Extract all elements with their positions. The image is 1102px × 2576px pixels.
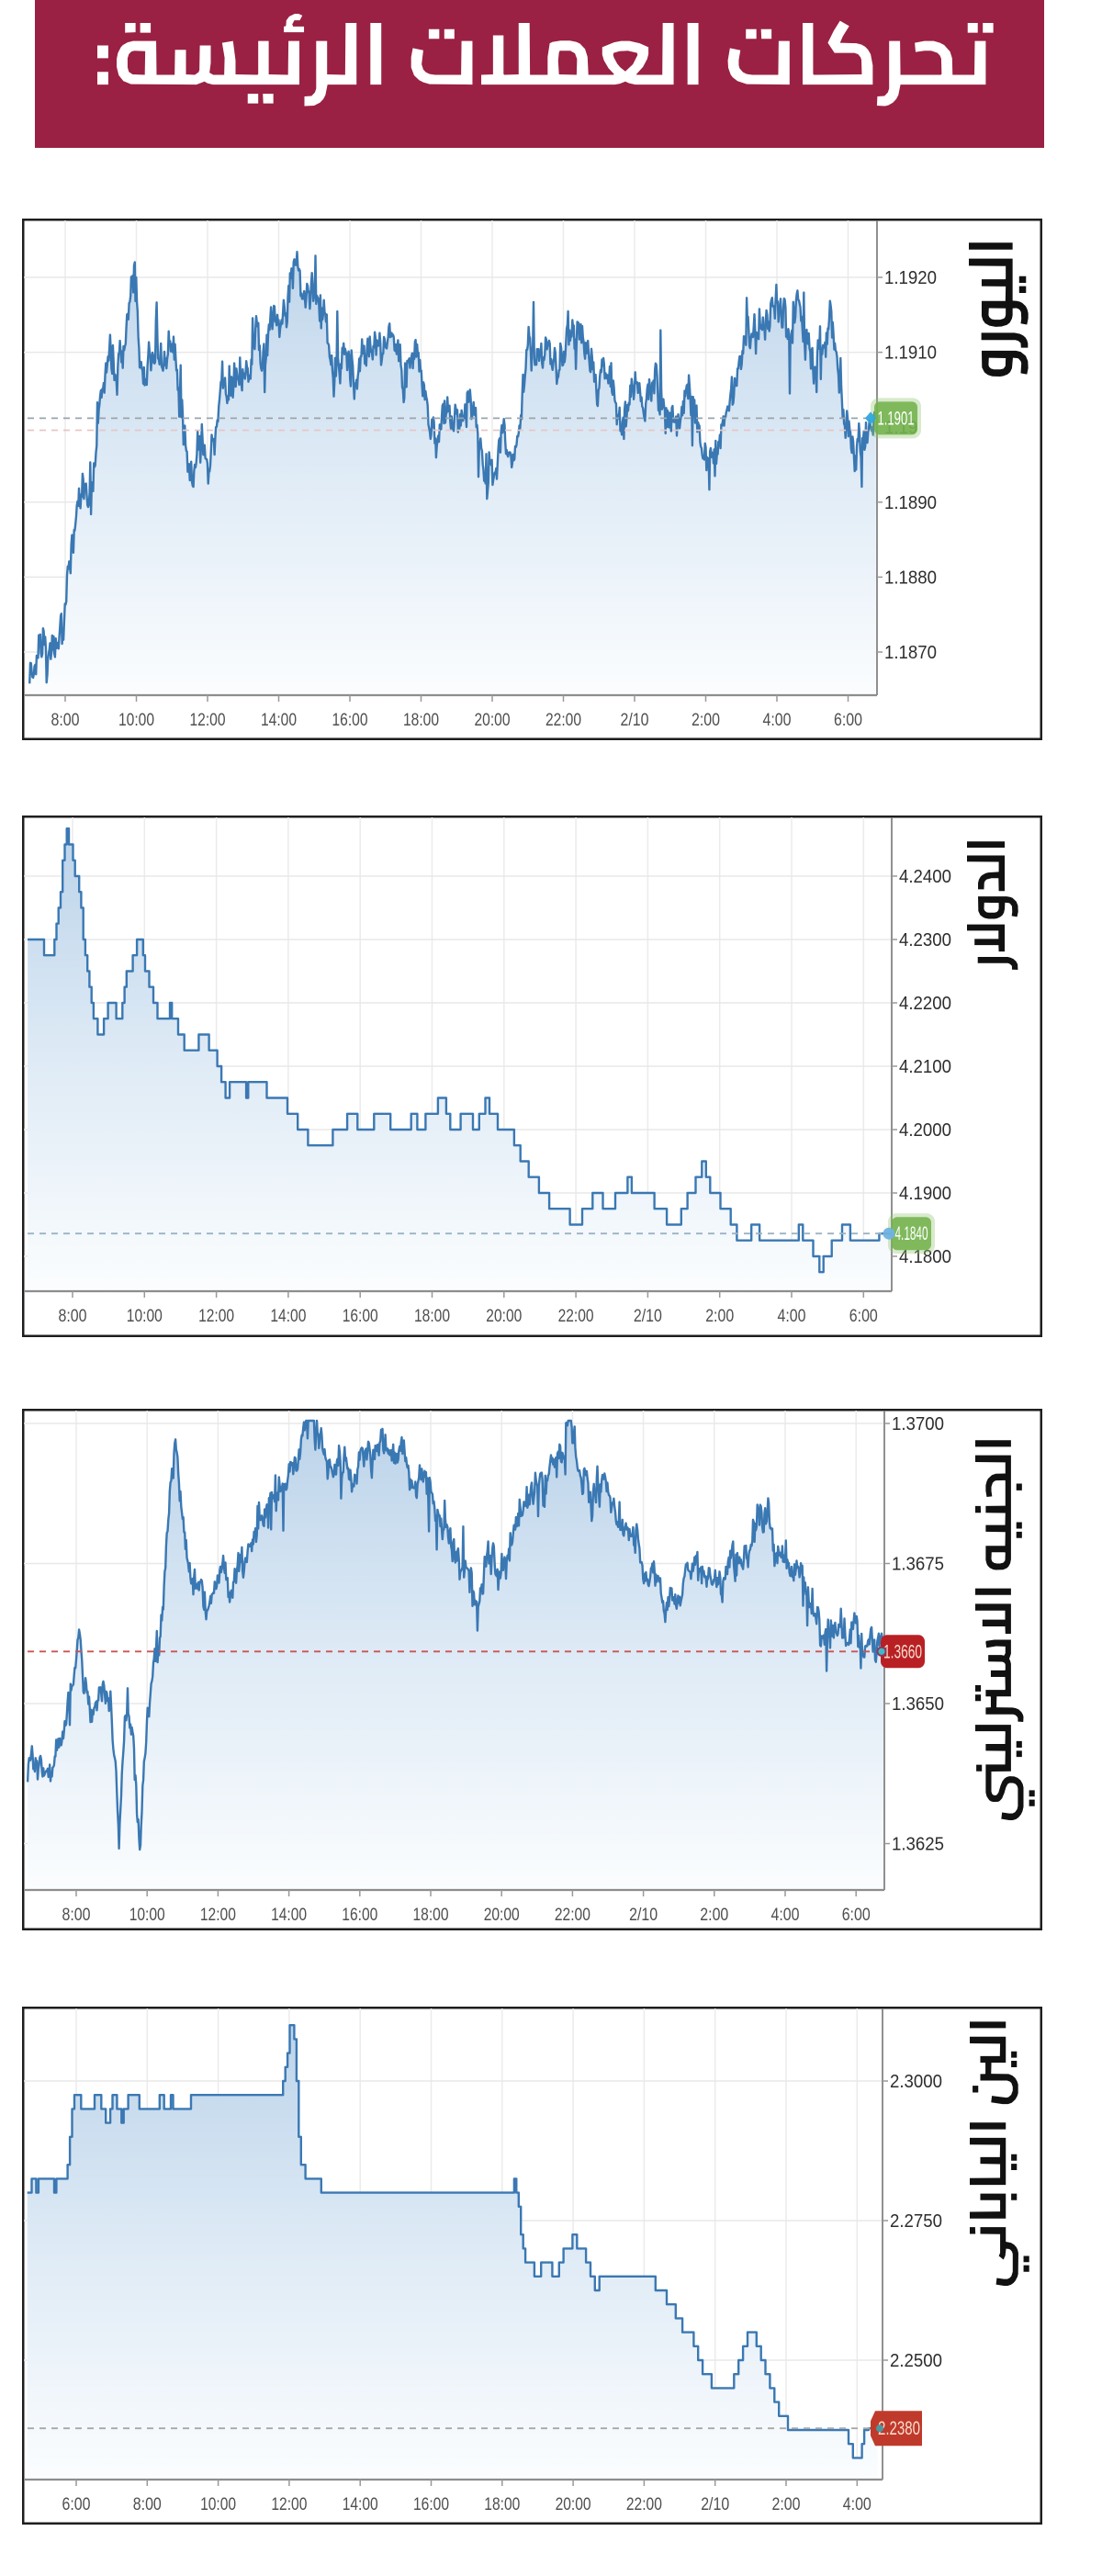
svg-text:1.1880: 1.1880 (884, 568, 937, 588)
svg-text:1.1890: 1.1890 (884, 493, 937, 513)
svg-text:16:00: 16:00 (343, 1307, 378, 1326)
svg-text:8:00: 8:00 (59, 1307, 87, 1326)
svg-text:18:00: 18:00 (414, 1307, 450, 1326)
svg-text:16:00: 16:00 (413, 2495, 449, 2514)
svg-text:4.2400: 4.2400 (899, 867, 951, 887)
svg-text:2.2500: 2.2500 (890, 2351, 942, 2371)
svg-text:12:00: 12:00 (198, 1307, 234, 1326)
svg-text:1.1920: 1.1920 (884, 268, 937, 288)
svg-text:2:00: 2:00 (705, 1307, 734, 1326)
svg-text:2/10: 2/10 (629, 1906, 658, 1925)
svg-text:10:00: 10:00 (129, 1906, 165, 1925)
svg-text:2:00: 2:00 (772, 2495, 801, 2514)
svg-text:2:00: 2:00 (700, 1906, 728, 1925)
svg-text:14:00: 14:00 (270, 1307, 306, 1326)
svg-text:18:00: 18:00 (403, 711, 439, 730)
svg-text:10:00: 10:00 (127, 1307, 163, 1326)
svg-text:8:00: 8:00 (133, 2495, 162, 2514)
svg-text:4.2100: 4.2100 (899, 1057, 951, 1077)
svg-text:20:00: 20:00 (556, 2495, 591, 2514)
svg-text:1.3700: 1.3700 (892, 1414, 944, 1434)
svg-text:4.2300: 4.2300 (899, 930, 951, 951)
svg-text:2.3000: 2.3000 (890, 2072, 942, 2092)
svg-text:20:00: 20:00 (484, 1906, 520, 1925)
svg-text:4:00: 4:00 (771, 1906, 800, 1925)
svg-text:4.2200: 4.2200 (899, 994, 951, 1014)
svg-text:22:00: 22:00 (545, 711, 581, 730)
svg-text:12:00: 12:00 (190, 711, 226, 730)
svg-text:20:00: 20:00 (475, 711, 511, 730)
svg-text:1.3625: 1.3625 (892, 1835, 944, 1855)
svg-text:4.1800: 4.1800 (899, 1247, 951, 1267)
svg-text:6:00: 6:00 (834, 711, 862, 730)
svg-text:2.2380: 2.2380 (878, 2418, 920, 2439)
svg-text:2/10: 2/10 (621, 711, 649, 730)
svg-text:4:00: 4:00 (843, 2495, 871, 2514)
svg-text:1.1870: 1.1870 (884, 643, 937, 663)
svg-text:14:00: 14:00 (343, 2495, 378, 2514)
svg-text:6:00: 6:00 (849, 1307, 878, 1326)
svg-text:18:00: 18:00 (413, 1906, 449, 1925)
svg-text:16:00: 16:00 (342, 1906, 377, 1925)
svg-text:1.1901: 1.1901 (878, 408, 915, 429)
svg-text:4.1900: 4.1900 (899, 1184, 951, 1204)
svg-text:12:00: 12:00 (200, 1906, 236, 1925)
svg-text:2/10: 2/10 (701, 2495, 729, 2514)
svg-text:12:00: 12:00 (271, 2495, 307, 2514)
svg-text:4:00: 4:00 (763, 711, 792, 730)
svg-text:8:00: 8:00 (62, 1906, 91, 1925)
svg-text:14:00: 14:00 (271, 1906, 307, 1925)
svg-text:14:00: 14:00 (261, 711, 297, 730)
svg-text:1.3675: 1.3675 (892, 1555, 944, 1575)
svg-text:1.1910: 1.1910 (884, 343, 937, 364)
svg-text:1.3650: 1.3650 (892, 1694, 944, 1715)
svg-text:10:00: 10:00 (118, 711, 154, 730)
svg-text:18:00: 18:00 (484, 2495, 520, 2514)
svg-text:2.2750: 2.2750 (890, 2211, 942, 2232)
svg-text:8:00: 8:00 (51, 711, 80, 730)
svg-text:4.2000: 4.2000 (899, 1120, 951, 1141)
svg-text:2:00: 2:00 (692, 711, 720, 730)
svg-text:4.1840: 4.1840 (895, 1223, 928, 1244)
svg-text:20:00: 20:00 (486, 1307, 522, 1326)
svg-text:2/10: 2/10 (634, 1307, 662, 1326)
svg-text:10:00: 10:00 (200, 2495, 236, 2514)
svg-text:22:00: 22:00 (558, 1307, 594, 1326)
svg-text:4:00: 4:00 (778, 1307, 806, 1326)
svg-text:6:00: 6:00 (842, 1906, 871, 1925)
svg-text:1.3660: 1.3660 (883, 1641, 922, 1662)
svg-text:22:00: 22:00 (555, 1906, 590, 1925)
svg-text:16:00: 16:00 (332, 711, 368, 730)
svg-text:22:00: 22:00 (626, 2495, 662, 2514)
svg-text:6:00: 6:00 (62, 2495, 91, 2514)
